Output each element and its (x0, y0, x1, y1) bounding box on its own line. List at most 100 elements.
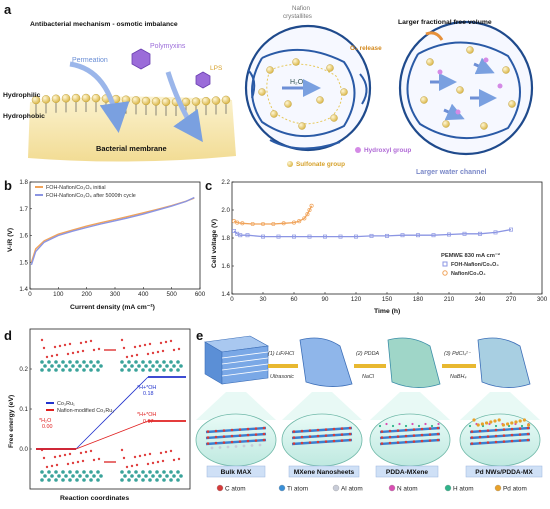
sulfonate-ball (480, 122, 488, 130)
water-atom (79, 451, 83, 455)
lens-cone (196, 392, 276, 420)
x-tick-label: 180 (413, 296, 424, 303)
water-atom (81, 349, 85, 353)
water-atom (71, 461, 75, 465)
series-c (232, 203, 513, 239)
water-atom (133, 345, 137, 349)
water-atom (55, 353, 59, 357)
lens-1 (195, 392, 277, 467)
lattice-atom (40, 478, 44, 482)
nafion-label-2: crystallites (283, 13, 312, 20)
c-atom (238, 440, 242, 443)
water-atom (97, 457, 101, 461)
c-atom (380, 442, 384, 445)
water-atom (169, 449, 173, 453)
h2o-state-value: 0.00 (42, 424, 53, 430)
magnified-lenses (195, 392, 541, 467)
pemwe-annotation: PEMWE 830 mA cm⁻² (441, 252, 500, 259)
water-atom (161, 349, 165, 353)
c-atom (316, 428, 320, 432)
c-atom (494, 434, 498, 438)
plot-area-c (231, 181, 543, 295)
lattice-atom (123, 474, 127, 478)
lattice-atom (162, 360, 166, 364)
lattice-atom (155, 368, 159, 372)
c-atom (428, 439, 432, 442)
series-line (30, 196, 195, 266)
lipid-head (51, 94, 61, 103)
water-atom (125, 465, 129, 469)
lattice-atom (75, 360, 79, 364)
c-atom (420, 433, 424, 437)
lattice-atom (75, 368, 79, 372)
c-atom (388, 435, 392, 439)
c-atom (420, 427, 424, 431)
y-tick-label: 0.0 (19, 446, 28, 453)
c-atom (292, 436, 296, 439)
y-tick-label: 1.8 (221, 235, 230, 242)
water-atom (120, 448, 124, 452)
al-atom (250, 444, 254, 447)
water-atom (164, 450, 168, 454)
data-point (271, 221, 276, 227)
c-atom (428, 433, 432, 436)
c-atom (380, 436, 384, 439)
lattice-atom (134, 360, 138, 364)
data-point (307, 207, 312, 213)
data-point (400, 233, 405, 238)
c-atom (404, 440, 408, 444)
c-atom (486, 429, 490, 432)
lattice-atom (50, 364, 54, 368)
structure-thumbnail (120, 448, 183, 482)
lipid-head (221, 95, 231, 105)
c-atom (262, 438, 266, 442)
data-point (447, 232, 451, 237)
hydroxyl-ball (497, 83, 503, 89)
c-atom (324, 434, 328, 437)
lattice-atom (120, 368, 124, 372)
legend-swatch (46, 402, 54, 404)
lattice-atom (172, 474, 176, 478)
c-atom (340, 433, 344, 436)
lattice-atom (54, 478, 58, 482)
data-point (297, 219, 302, 224)
pd-atom (518, 419, 522, 423)
legend-entry: FOH-Nafion/Co₃O₄ (451, 262, 499, 268)
c-atom (518, 433, 522, 436)
sulfonate-ball (270, 110, 278, 118)
lattice-atom (151, 474, 155, 478)
sulfonate-ball (456, 86, 464, 94)
c-atom (308, 435, 312, 438)
c-atom (254, 433, 258, 436)
data-point (462, 231, 467, 236)
lattice-atom (54, 360, 58, 364)
water-atom (151, 351, 155, 355)
water-atom (133, 455, 137, 459)
water-atom (138, 344, 142, 348)
lattice-atom (47, 478, 51, 482)
y-tick-label: 1.6 (221, 263, 230, 270)
lattice-atom (82, 368, 86, 372)
lattice-atom (179, 474, 183, 478)
y-axis-label-b: V-iR (V) (7, 228, 14, 252)
lattice-atom (141, 470, 145, 474)
lattice-atom (68, 478, 72, 482)
pdda-atom (437, 422, 440, 426)
al-atom (234, 445, 238, 448)
nafion-label-1: Nafion (292, 5, 310, 12)
lattice-atom (61, 470, 65, 474)
c-atom (348, 426, 352, 430)
pdda-atom (520, 424, 524, 428)
c-atom (332, 439, 336, 443)
legend-entry: Nafion-modified Co₃Ru₁ (57, 408, 114, 414)
lattice-atom (148, 360, 152, 364)
x-axis-label-d: Reaction coordinates (60, 495, 129, 502)
legend-entry: H atom (453, 486, 474, 493)
lattice-atom (134, 470, 138, 474)
c-atom (428, 427, 432, 430)
pdda-atom (404, 424, 408, 428)
pdda-atom (468, 424, 472, 428)
c-atom (412, 434, 416, 437)
lattice-atom (75, 478, 79, 482)
series-d (36, 376, 186, 450)
